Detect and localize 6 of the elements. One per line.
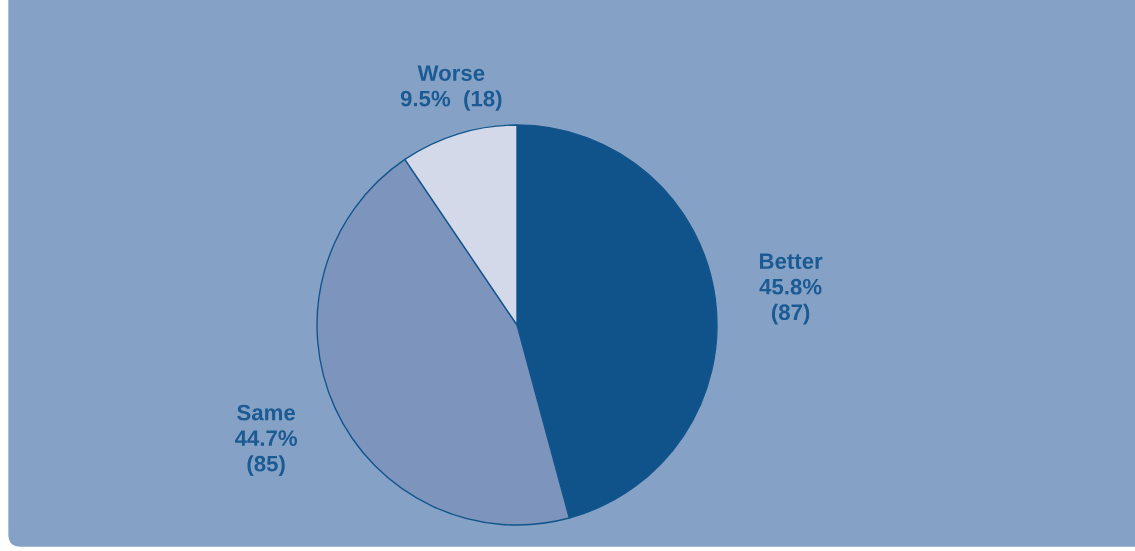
slice-label: Same [237,404,296,421]
slice-label: Better [759,253,823,270]
data-label: 44.7% (85) [234,430,298,476]
data-label: 9.5% (18) [400,90,502,111]
slice-label: Worse [417,65,485,81]
data-label: 45.8% (87) [759,278,822,325]
